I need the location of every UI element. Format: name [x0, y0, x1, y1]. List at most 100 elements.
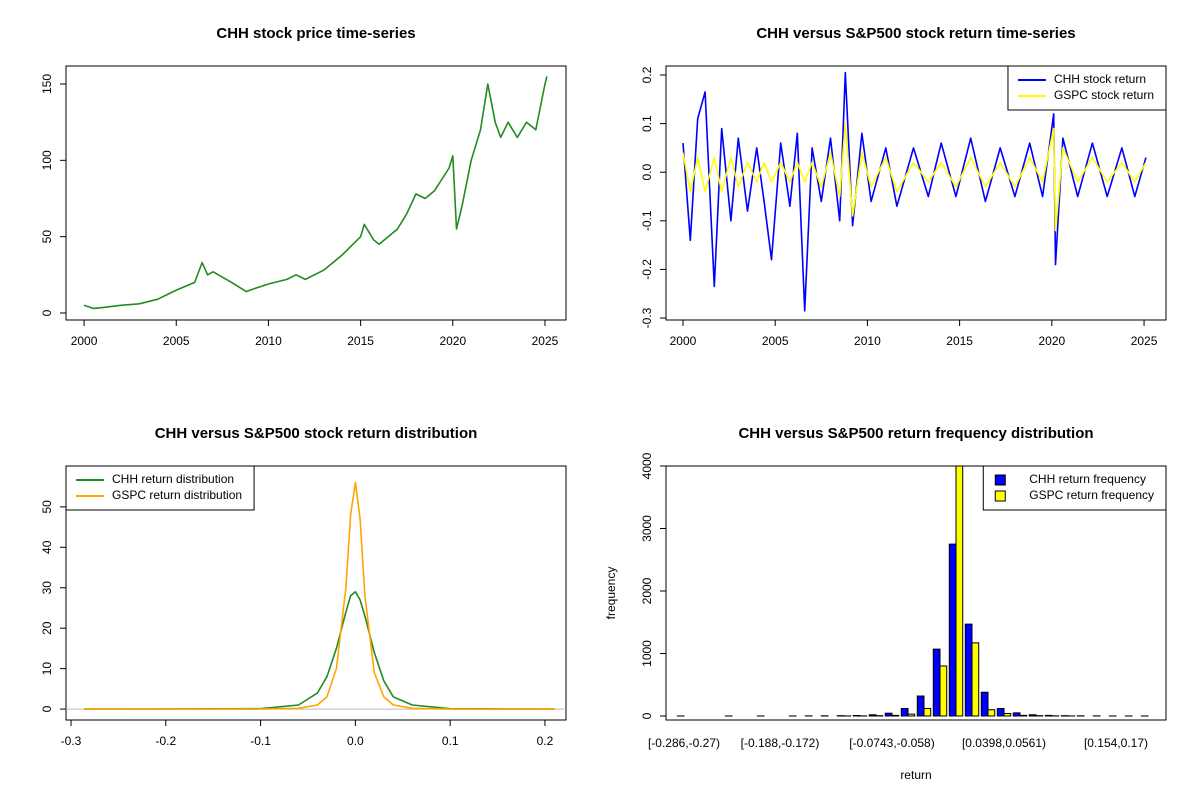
y-tick-label: 0 — [40, 705, 54, 712]
x-tick-label: 0.0 — [347, 734, 364, 748]
x-tick-label: -0.1 — [250, 734, 271, 748]
bar — [900, 708, 909, 717]
y-tick-label: 0 — [40, 309, 54, 316]
legend-label: GSPC return distribution — [112, 488, 242, 502]
chart-title: CHH versus S&P500 stock return distribut… — [155, 425, 478, 442]
y-tick-label: 1000 — [640, 640, 654, 667]
legend-label: GSPC stock return — [1054, 88, 1154, 102]
bar — [1028, 714, 1037, 717]
bar — [955, 466, 964, 717]
y-tick-label: 0.2 — [640, 66, 654, 83]
bar — [996, 708, 1005, 717]
legend-label: GSPC return frequency — [1029, 488, 1154, 502]
y-tick-label: 150 — [40, 74, 54, 94]
x-tick-label: [-0.188,-0.172) — [741, 736, 820, 750]
x-tick-label: 2005 — [163, 334, 190, 348]
bar — [884, 712, 893, 717]
x-tick-label: [-0.286,-0.27) — [648, 736, 720, 750]
x-tick-label: 2015 — [946, 334, 973, 348]
legend-box — [65, 465, 255, 511]
y-tick-label: 0 — [640, 712, 654, 719]
bar — [1012, 712, 1021, 717]
bar — [891, 714, 900, 717]
bar — [964, 623, 973, 717]
x-tick-label: 2025 — [532, 334, 559, 348]
legend-label: CHH return frequency — [1029, 472, 1146, 486]
x-tick-label: 2010 — [255, 334, 282, 348]
plot-area — [682, 71, 1147, 312]
bar — [987, 709, 996, 717]
legend-box — [1007, 65, 1167, 111]
chart-title: CHH stock price time-series — [216, 25, 415, 42]
y-tick-label: 20 — [40, 621, 54, 635]
legend-box — [982, 465, 1167, 511]
legend-label: CHH stock return — [1054, 72, 1146, 86]
bar — [1044, 714, 1053, 717]
legend-swatch — [994, 490, 1006, 502]
x-tick-label: -0.3 — [61, 734, 82, 748]
x-tick-label: 2015 — [347, 334, 374, 348]
y-tick-label: 0.1 — [640, 115, 654, 132]
x-tick-label: 2000 — [670, 334, 697, 348]
x-tick-label: 0.1 — [442, 734, 459, 748]
plot-box — [665, 465, 1167, 721]
bar — [932, 648, 941, 717]
y-tick-label: 10 — [40, 662, 54, 676]
data-line — [682, 122, 1147, 232]
bar — [852, 715, 861, 717]
bar — [948, 543, 957, 717]
plot-area — [676, 466, 1149, 717]
y-tick-label: 100 — [40, 150, 54, 170]
y-tick-label: 30 — [40, 581, 54, 595]
x-tick-label: 2005 — [762, 334, 789, 348]
y-tick-label: 2000 — [640, 577, 654, 604]
y-tick-label: -0.3 — [640, 307, 654, 328]
panel: CHH stock price time-series 0 50 100 150 2000… — [40, 25, 567, 348]
plot-area — [83, 76, 548, 310]
x-tick-label: 2000 — [71, 334, 98, 348]
y-tick-label: 4000 — [640, 452, 654, 479]
x-tick-label: 2020 — [439, 334, 466, 348]
y-tick-label: -0.2 — [640, 259, 654, 280]
legend: CHH stock return GSPC stock return — [1007, 65, 1167, 111]
x-tick-label: [-0.0743,-0.058) — [849, 736, 934, 750]
legend: CHH return distribution GSPC return distr… — [65, 465, 255, 511]
panel: CHH versus S&P500 return frequency distr… — [604, 425, 1167, 782]
x-tick-label: 2025 — [1131, 334, 1158, 348]
x-tick-label: [0.154,0.17) — [1084, 736, 1148, 750]
x-tick-label: [0.0398,0.0561) — [962, 736, 1046, 750]
bar — [1003, 713, 1012, 717]
panel: CHH versus S&P500 stock return time-seri… — [640, 25, 1167, 348]
bar — [916, 695, 925, 717]
y-tick-label: 3000 — [640, 515, 654, 542]
y-tick-label: -0.1 — [640, 210, 654, 231]
legend-label: CHH return distribution — [112, 472, 234, 486]
legend-swatch — [994, 474, 1006, 486]
panel: CHH versus S&P500 stock return distribut… — [40, 425, 567, 748]
bar — [907, 713, 916, 717]
bar — [1019, 714, 1028, 717]
legend: CHH return frequency GSPC return frequenc… — [982, 465, 1167, 511]
data-line — [83, 76, 548, 310]
data-line — [84, 481, 555, 710]
y-axis-label: frequency — [604, 567, 618, 620]
y-tick-label: 0.0 — [640, 164, 654, 181]
y-tick-label: 50 — [40, 230, 54, 244]
x-tick-label: 0.2 — [537, 734, 554, 748]
bar — [980, 691, 989, 717]
bar — [971, 642, 980, 717]
x-tick-label: 2010 — [854, 334, 881, 348]
bar — [939, 665, 948, 717]
x-tick-label: -0.2 — [155, 734, 176, 748]
data-line — [84, 591, 555, 710]
y-tick-label: 40 — [40, 540, 54, 554]
y-tick-label: 50 — [40, 500, 54, 514]
x-tick-label: 2020 — [1038, 334, 1065, 348]
chart-title: CHH versus S&P500 return frequency distr… — [738, 425, 1093, 442]
chart-title: CHH versus S&P500 stock return time-seri… — [756, 25, 1075, 42]
x-axis-label: return — [900, 768, 931, 782]
bar — [923, 708, 932, 717]
plot-area — [66, 481, 566, 710]
bar — [868, 714, 877, 717]
